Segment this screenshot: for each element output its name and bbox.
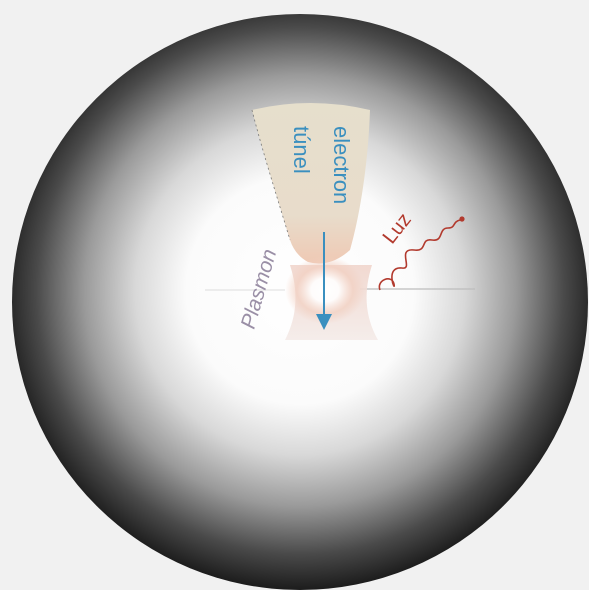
tunnel-label-line2: túnel [289,126,314,174]
light-wave [378,219,461,291]
tip-dash-left [251,109,291,241]
stm-tip [252,103,370,264]
light-wave-tip [459,216,465,222]
tunnel-label-line1: electron [329,126,354,204]
